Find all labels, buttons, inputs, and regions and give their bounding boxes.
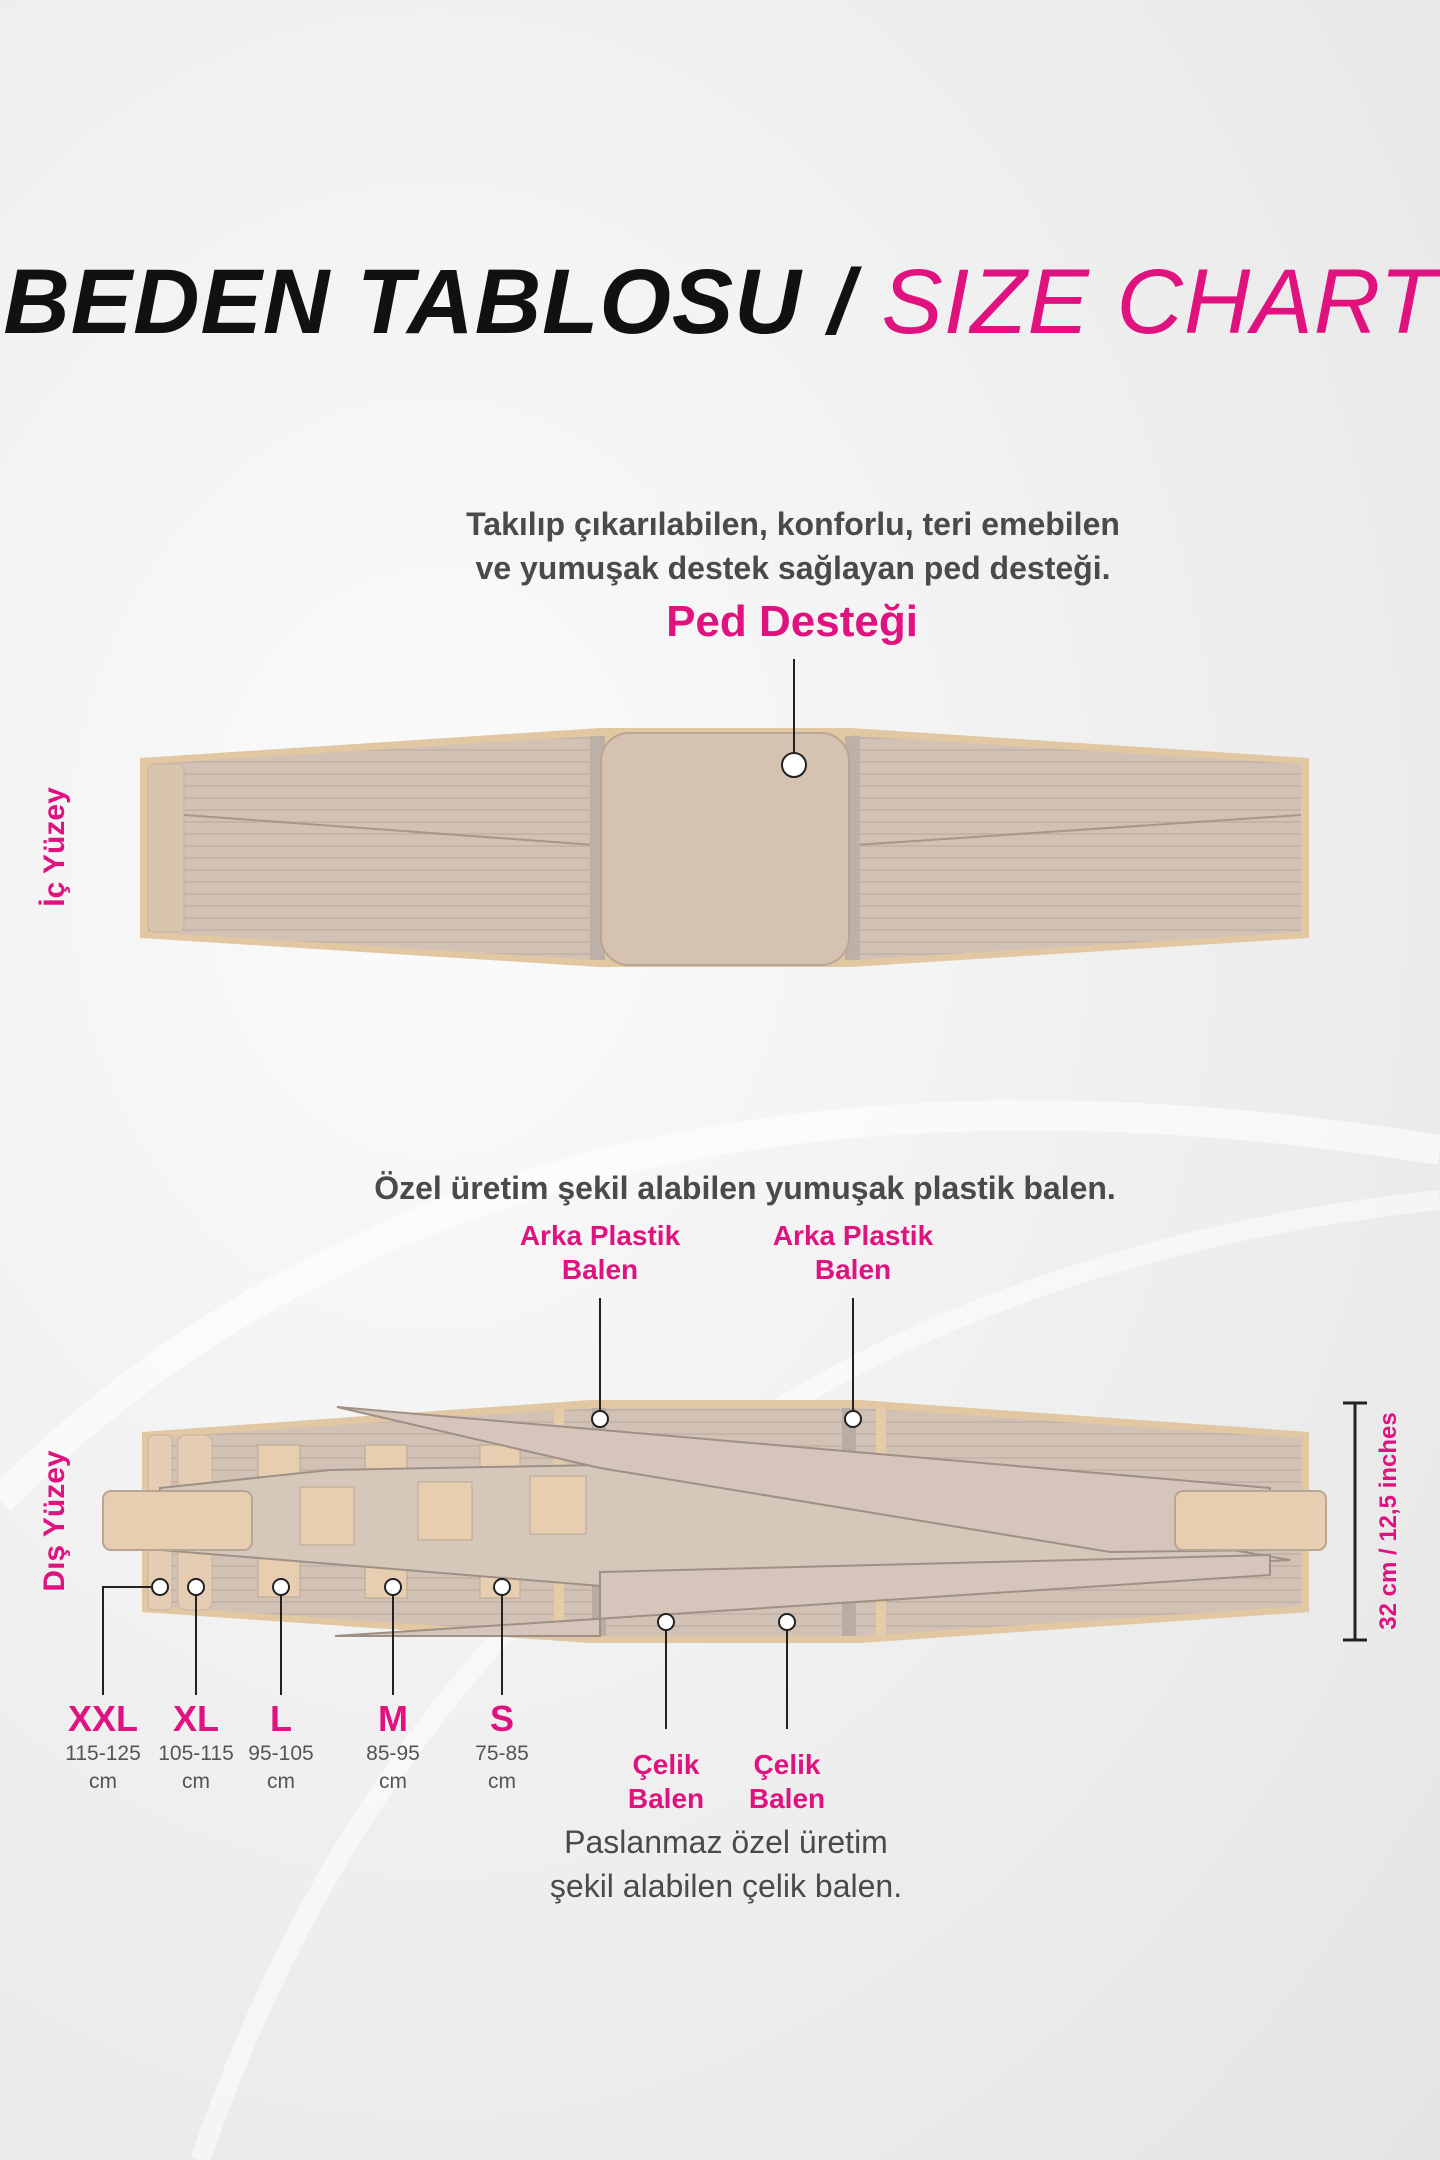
back-boning-marker bbox=[591, 1410, 609, 1428]
size-marker-xxl bbox=[151, 1578, 169, 1596]
outer-belt bbox=[102, 1400, 1327, 1643]
size-s: S 75-85 cm bbox=[475, 1698, 529, 1793]
size-marker-l bbox=[272, 1578, 290, 1596]
size-marker-s bbox=[493, 1578, 511, 1596]
pad-marker bbox=[781, 752, 807, 778]
steel-boning-description: Paslanmaz özel üretim şekil alabilen çeli… bbox=[549, 1824, 903, 1904]
size-l: L 95-105 cm bbox=[248, 1698, 314, 1793]
steel-boning-label: Çelik Balen bbox=[748, 1749, 826, 1814]
pad-description: Takılıp çıkarılabilen, konforlu, teri em… bbox=[466, 502, 1120, 590]
page-title: BEDEN TABLOSU / SIZE CHART bbox=[3, 250, 1436, 355]
title-turkish: BEDEN TABLOSU / bbox=[3, 251, 855, 353]
inner-belt bbox=[140, 728, 1309, 967]
size-xxl: XXL 115-125 cm bbox=[65, 1698, 141, 1793]
steel-boning-marker bbox=[657, 1613, 675, 1631]
pad-description-line: Takılıp çıkarılabilen, konforlu, teri em… bbox=[466, 506, 1120, 542]
outer-side-label: Dış Yüzey bbox=[38, 1450, 71, 1592]
title-english: SIZE CHART bbox=[881, 251, 1437, 353]
inner-side-label: İç Yüzey bbox=[38, 787, 71, 907]
size-marker-xl bbox=[187, 1578, 205, 1596]
pad-description-line: ve yumuşak destek sağlayan ped desteği. bbox=[475, 550, 1111, 586]
back-boning-label: Arka Plastik Balen bbox=[772, 1220, 934, 1285]
steel-boning-marker bbox=[778, 1613, 796, 1631]
back-boning-marker bbox=[844, 1410, 862, 1428]
size-m: M 85-95 cm bbox=[366, 1698, 420, 1793]
height-bracket bbox=[1343, 1401, 1367, 1642]
back-boning-label: Arka Plastik Balen bbox=[519, 1220, 681, 1285]
height-label: 32 cm / 12,5 inches bbox=[1375, 1412, 1402, 1630]
steel-boning-label: Çelik Balen bbox=[627, 1749, 705, 1814]
size-marker-m bbox=[384, 1578, 402, 1596]
pad-label: Ped Desteği bbox=[666, 597, 918, 646]
size-xl: XL 105-115 cm bbox=[158, 1698, 234, 1793]
plastic-boning-description: Özel üretim şekil alabilen yumuşak plast… bbox=[374, 1170, 1116, 1206]
